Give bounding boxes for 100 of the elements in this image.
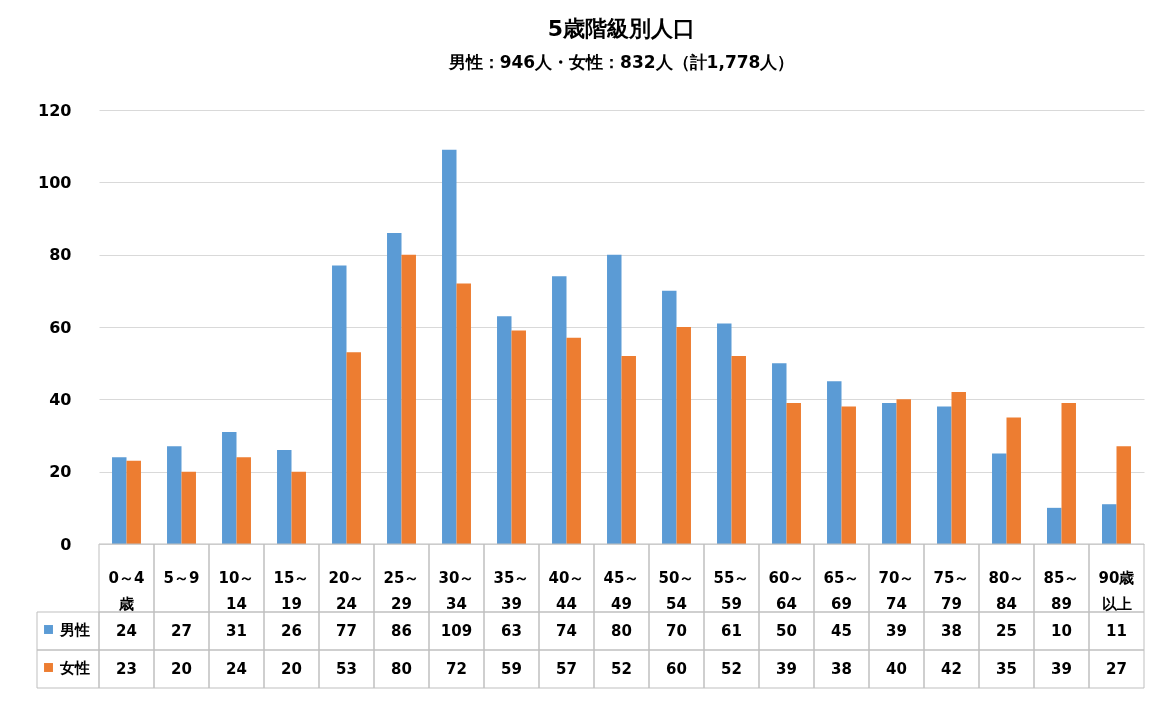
data-label: 72 [446,660,467,678]
bar [401,254,416,544]
chart-subtitle: 男性：946人・女性：832人（計1,778人） [447,52,795,72]
bar [277,449,292,544]
y-tick-label: 40 [49,389,72,409]
x-tick-label: 65～69 [823,569,860,613]
x-tick-label: 45～49 [603,569,640,613]
data-label: 45 [831,622,852,640]
x-tick-label: 50～54 [658,569,695,613]
bar [607,254,622,544]
y-tick-label: 0 [60,534,72,554]
data-label: 38 [941,622,962,640]
bar [676,327,691,544]
chart-title: 5歳階級別人口 [547,16,696,41]
data-label: 20 [281,660,302,678]
x-tick-label: 25～29 [383,569,420,613]
bar [387,232,402,544]
bar [951,392,966,544]
x-tick-label: 80～84 [988,569,1025,613]
data-label: 26 [281,622,302,640]
data-label: 42 [941,660,962,678]
bar [882,402,897,544]
legend-label: 女性 [59,658,90,677]
data-label: 74 [556,622,577,640]
data-label: 24 [226,660,247,678]
bar [621,355,636,544]
data-label: 23 [116,660,137,678]
x-tick-label: 5～9 [163,569,200,587]
data-label: 61 [721,622,742,640]
x-tick-label: 15～19 [273,569,310,613]
bar [841,406,856,544]
y-tick-label: 60 [49,317,72,337]
x-tick-label: 75～79 [933,569,970,613]
legend-label: 男性 [59,620,90,639]
bar [236,457,251,544]
data-label: 10 [1051,622,1072,640]
data-label: 57 [556,660,577,678]
data-label: 63 [501,622,522,640]
bar [346,352,361,544]
bar [1116,446,1131,544]
x-tick-label: 40～44 [548,569,585,613]
y-tick-label: 20 [49,462,72,482]
y-tick-label: 80 [49,245,72,265]
x-tick-label: 55～59 [713,569,750,613]
bar [181,471,196,544]
data-label: 52 [611,660,632,678]
bar [1102,504,1117,544]
bar [167,446,182,544]
data-label: 40 [886,660,907,678]
x-tick-label: 35～39 [493,569,530,613]
bar [827,381,842,544]
bar [937,406,952,544]
x-tick-label: 85～89 [1043,569,1080,613]
bar [222,431,237,544]
data-label: 59 [501,660,522,678]
bar [511,330,526,544]
x-tick-label: 70～74 [878,569,915,613]
bar [1047,507,1062,544]
data-label: 60 [666,660,687,678]
bar [786,402,801,544]
data-label: 53 [336,660,357,678]
bar [497,316,512,544]
data-label: 31 [226,622,247,640]
data-label: 20 [171,660,192,678]
bar [291,471,306,544]
x-tick-label: 90歳以上 [1098,569,1135,613]
data-label: 39 [886,622,907,640]
x-tick-label: 30～34 [438,569,475,613]
data-label: 109 [440,622,473,640]
data-label: 86 [391,622,412,640]
bar [566,337,581,544]
data-label: 39 [1051,660,1072,678]
x-tick-label: 0～4歳 [108,569,145,613]
data-label: 80 [391,660,412,678]
data-label: 25 [996,622,1017,640]
y-tick-label: 120 [38,100,72,120]
y-tick-label: 100 [38,172,72,192]
data-label: 70 [666,622,687,640]
bar [126,460,141,544]
bar [731,355,746,544]
bar [112,457,127,544]
data-label: 35 [996,660,1017,678]
data-label: 50 [776,622,797,640]
data-label: 38 [831,660,852,678]
bar [717,323,732,544]
bar [772,363,787,544]
bar [1006,417,1021,544]
bar [662,290,677,544]
data-label: 24 [116,622,137,640]
data-label: 11 [1106,622,1127,640]
bar [992,453,1007,544]
data-label: 52 [721,660,742,678]
bar [1061,402,1076,544]
data-label: 27 [171,622,192,640]
data-label: 80 [611,622,632,640]
x-tick-label: 20～24 [328,569,365,613]
bar [332,265,347,544]
x-tick-label: 10～14 [218,569,255,613]
data-label: 39 [776,660,797,678]
bar [552,276,567,544]
